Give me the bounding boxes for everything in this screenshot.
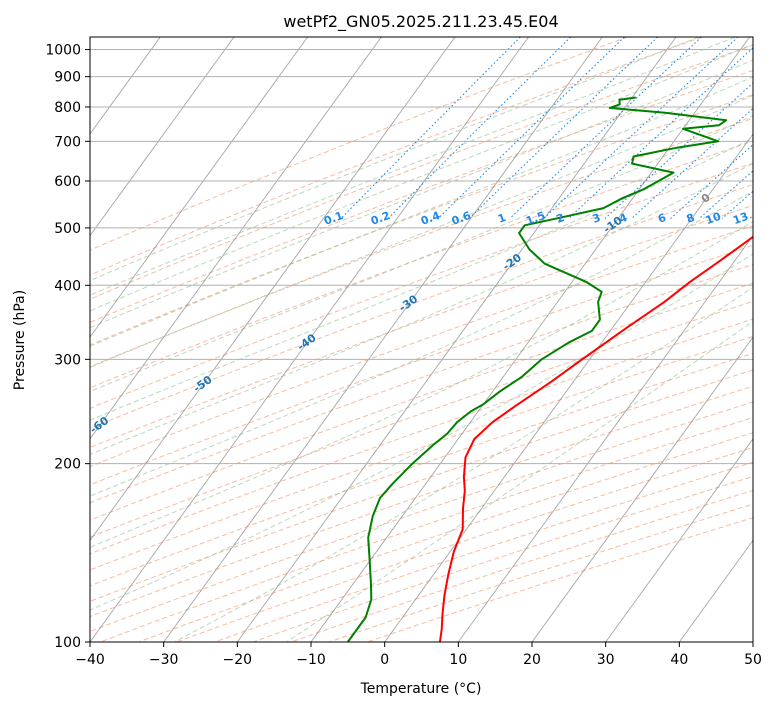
isotherm: [457, 234, 753, 642]
y-tick-label: 300: [54, 352, 81, 368]
mixing-ratio-label: 2: [555, 211, 567, 226]
isotherm: [163, 37, 603, 642]
dry-adiabat: [90, 44, 753, 300]
y-tick-label: 800: [54, 100, 81, 116]
x-tick-label: 40: [670, 652, 688, 668]
mixing-ratio-label: 0.4: [419, 209, 442, 228]
dry-adiabat: [214, 461, 753, 642]
mixing-ratio-label: 4: [617, 211, 629, 226]
mixing-ratio-label: 8: [685, 211, 697, 226]
dry-adiabat: [90, 385, 753, 618]
dry-adiabat: [90, 401, 753, 632]
dry-adiabat: [90, 300, 753, 538]
moist-adiabat: [90, 59, 753, 329]
mixing-ratio-label: 1.5: [524, 209, 547, 228]
dry-adiabat: [90, 204, 753, 449]
mixing-ratio-label: 3: [591, 211, 603, 226]
moist-adiabat: [174, 286, 753, 642]
x-tick-label: 30: [597, 652, 615, 668]
x-tick-label: 0: [380, 652, 389, 668]
x-tick-label: −20: [223, 652, 253, 668]
y-tick-label: 500: [54, 221, 81, 237]
isotherm: [90, 37, 529, 642]
isotherm: [531, 336, 753, 642]
dry-adiabat: [90, 37, 628, 251]
dry-adiabat: [252, 475, 753, 642]
isotherm: [678, 539, 753, 642]
y-tick-label: 600: [54, 174, 81, 190]
dry-adiabat: [90, 37, 703, 276]
dry-adiabat: [90, 162, 753, 409]
isotherm: [605, 438, 753, 642]
x-axis-label: Temperature (°C): [360, 681, 482, 697]
sounding-traces: [346, 96, 753, 642]
y-axis-label: Pressure (hPa): [12, 290, 28, 390]
mixing-ratio-label: 13: [731, 210, 750, 227]
axis-ticks: −40 −30 −20 −10 0 10 20 30 40 50 1000 900 800 700 600 5…: [45, 43, 762, 668]
y-tick-label: 200: [54, 457, 81, 473]
isotherm: [90, 37, 235, 237]
isotherm: [310, 37, 750, 642]
dry-adiabat: [90, 244, 753, 486]
mixing-ratio-line: [509, 37, 702, 219]
moist-adiabat: [90, 190, 753, 497]
dry-adiabat: [328, 503, 753, 642]
moist-adiabat: [286, 320, 753, 642]
moist-adiabat: [90, 94, 753, 368]
mixing-ratio-label: 10: [704, 210, 723, 228]
y-tick-label: 400: [54, 278, 81, 294]
mixing-ratio-label: 0.2: [369, 209, 392, 228]
mixing-ratio-label: 1: [496, 211, 508, 226]
mixing-ratio-line: [437, 37, 625, 219]
dry-adiabat: [90, 335, 753, 571]
mixing-ratio-line: [543, 37, 739, 219]
mixing-ratio-line: [387, 37, 572, 219]
isotherm: [90, 37, 456, 542]
plot-frame: [89, 36, 754, 643]
moist-adiabat: [90, 37, 736, 296]
moist-adiabat: [90, 221, 753, 548]
isotherm: [236, 37, 677, 642]
dry-adiabat: [90, 352, 753, 587]
isotherm: [90, 37, 308, 338]
moist-adiabat: [90, 43, 753, 312]
y-tick-label: 100: [54, 635, 81, 651]
x-tick-label: −40: [75, 652, 105, 668]
y-tick-label: 900: [54, 70, 81, 86]
mixing-ratio-label: 0.1: [322, 209, 345, 228]
y-tick-label: 700: [54, 134, 81, 150]
mixing-ratio-line: [604, 82, 753, 219]
mixing-ratio-line: [568, 46, 753, 219]
chart-title: wetPf2_GN05.2025.211.23.45.E04: [283, 12, 558, 32]
x-tick-label: −10: [296, 652, 326, 668]
dry-adiabat: [290, 489, 753, 642]
dry-adiabat: [90, 369, 753, 602]
mixing-ratio-label: 0.6: [450, 209, 473, 228]
dry-adiabat: [90, 282, 753, 521]
x-tick-label: 20: [523, 652, 541, 668]
temperature-line: [438, 235, 753, 642]
y-tick-label: 1000: [45, 43, 81, 59]
mixing-ratio-line: [670, 144, 753, 219]
x-tick-label: −30: [149, 652, 179, 668]
dry-adiabat: [90, 318, 753, 555]
x-tick-label: 50: [744, 652, 762, 668]
mixing-ratio-label: 6: [656, 211, 668, 226]
x-tick-label: 10: [449, 652, 467, 668]
mixing-ratio-line: [340, 37, 521, 219]
dewpoint-line: [346, 96, 728, 642]
dry-adiabat: [367, 517, 753, 642]
moist-adiabat: [90, 37, 699, 282]
moist-adiabat: [90, 253, 753, 611]
dry-adiabat: [90, 117, 753, 368]
isotherm: [90, 37, 382, 440]
